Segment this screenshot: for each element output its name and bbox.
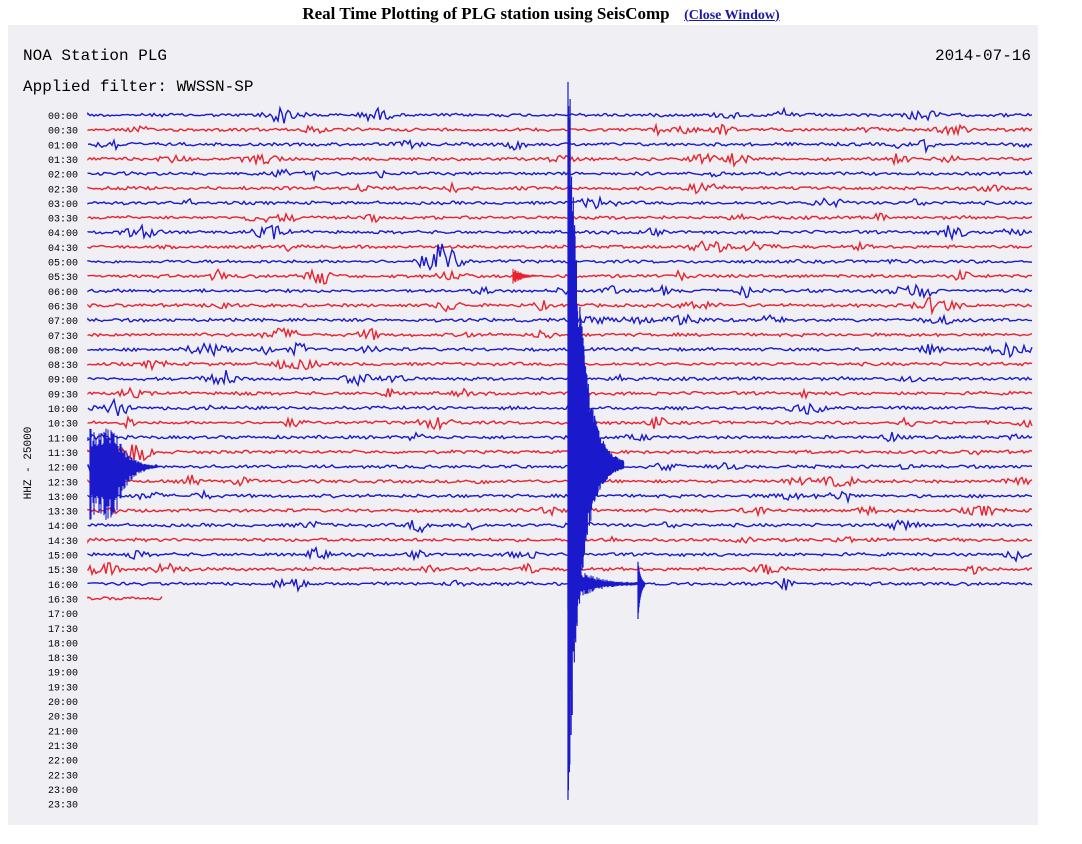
- hour-label: 13:30: [48, 508, 78, 519]
- hour-label: 11:00: [48, 434, 78, 445]
- hour-label: 23:00: [48, 786, 78, 797]
- close-window-link[interactable]: (Close Window): [684, 8, 780, 23]
- event-coda: [567, 557, 646, 619]
- hour-label: 22:00: [48, 757, 78, 768]
- trace-line: [87, 545, 1033, 563]
- trace-line: [87, 180, 1033, 195]
- hour-label: 12:00: [48, 464, 78, 475]
- hour-label: 09:00: [48, 376, 78, 387]
- trace-line: [87, 577, 1033, 593]
- hour-label: 16:00: [48, 581, 78, 592]
- early-event-burst: [89, 428, 160, 520]
- hour-label: 18:30: [48, 654, 78, 665]
- hour-label: 05:00: [48, 259, 78, 270]
- trace-line: [87, 474, 1033, 488]
- hour-label: 16:30: [48, 595, 78, 606]
- hour-label: 14:00: [48, 522, 78, 533]
- trace-line: [87, 223, 1033, 242]
- hour-label: 19:30: [48, 683, 78, 694]
- trace-line: [87, 168, 1033, 183]
- trace-line: [87, 122, 1033, 137]
- hour-label: 03:00: [48, 200, 78, 211]
- trace-line: [87, 296, 1033, 316]
- hour-label: 21:00: [48, 727, 78, 738]
- trace-line: [87, 596, 163, 601]
- trace-line: [87, 194, 1033, 210]
- hour-label: 22:30: [48, 771, 78, 782]
- trace-line: [87, 414, 1033, 432]
- hour-label: 07:00: [48, 317, 78, 328]
- hour-label: 15:00: [48, 552, 78, 563]
- trace-line: [87, 460, 1033, 476]
- hour-label: 00:00: [48, 112, 78, 123]
- trace-line: [87, 504, 1033, 518]
- trace-line: [87, 535, 1033, 545]
- hour-label: 08:00: [48, 346, 78, 357]
- hour-label: 04:30: [48, 244, 78, 255]
- red-event-burst: [512, 268, 538, 284]
- hour-label: 02:00: [48, 171, 78, 182]
- hour-label: 15:30: [48, 566, 78, 577]
- trace-line: [87, 397, 1033, 416]
- hour-label: 21:30: [48, 742, 78, 753]
- trace-line: [87, 313, 1033, 326]
- hour-label: 20:00: [48, 698, 78, 709]
- hour-label: 03:30: [48, 215, 78, 226]
- hour-label: 19:00: [48, 669, 78, 680]
- trace-line: [87, 488, 1033, 505]
- trace-line: [87, 240, 1033, 253]
- hour-label: 11:30: [48, 449, 78, 460]
- hour-label: 17:00: [48, 610, 78, 621]
- hour-label: 06:00: [48, 288, 78, 299]
- helicorder-plot: HHZ - 25000 00:00 00:30 01:00 01:30 02:00 02:3…: [23, 81, 1033, 812]
- hour-label: 06:30: [48, 302, 78, 313]
- hour-label: 20:30: [48, 713, 78, 724]
- trace-line: [87, 105, 1033, 124]
- plot-date: 2014-07-16: [934, 47, 1031, 65]
- trace-line: [87, 562, 1033, 577]
- hour-label: 14:30: [48, 537, 78, 548]
- hour-label: 00:30: [48, 127, 78, 138]
- applied-filter: Applied filter: WWSSN-SP: [23, 78, 254, 96]
- trace-line: [87, 444, 1033, 462]
- hour-label: 09:30: [48, 390, 78, 401]
- trace-line: [87, 358, 1033, 372]
- trace-line: [87, 152, 1033, 168]
- hour-label: 17:30: [48, 625, 78, 636]
- hour-label: 01:00: [48, 141, 78, 152]
- trace-line: [87, 243, 1033, 271]
- hour-label: 12:30: [48, 478, 78, 489]
- trace-line: [87, 212, 1033, 224]
- hour-label: 10:30: [48, 420, 78, 431]
- trace-line: [87, 341, 1033, 359]
- hour-label: 23:30: [48, 801, 78, 812]
- hour-label: 13:00: [48, 493, 78, 504]
- hour-label: 02:30: [48, 185, 78, 196]
- trace-line: [87, 138, 1033, 155]
- hour-label: 07:30: [48, 332, 78, 343]
- hour-label: 18:00: [48, 639, 78, 650]
- channel-label: HHZ - 25000: [23, 427, 35, 500]
- station-name: NOA Station PLG: [23, 47, 168, 65]
- hour-label: 05:30: [48, 273, 78, 284]
- seismogram-panel: HHZ - 25000 00:00 00:30 01:00 01:30 02:00 02:3…: [8, 25, 1038, 825]
- main-event-spike: [567, 81, 625, 800]
- trace-line: [87, 370, 1033, 388]
- hour-label: 04:00: [48, 229, 78, 240]
- hour-label: 10:00: [48, 405, 78, 416]
- trace-line: [87, 327, 1033, 340]
- page-header: Real Time Plotting of PLG station using …: [0, 0, 1082, 24]
- trace-line: [87, 386, 1033, 400]
- hour-label: 08:30: [48, 361, 78, 372]
- close-window-label[interactable]: Close Window: [688, 8, 775, 23]
- trace-line: [87, 267, 1033, 285]
- trace-line: [87, 519, 1033, 534]
- trace-line: [87, 283, 1033, 300]
- trace-line: [87, 431, 1033, 443]
- hour-label: 01:30: [48, 156, 78, 167]
- page-title: Real Time Plotting of PLG station using …: [302, 4, 670, 23]
